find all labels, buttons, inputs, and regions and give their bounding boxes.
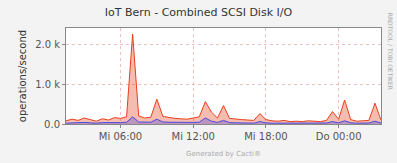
svg-text:IoT Bern - Combined SCSI Disk: IoT Bern - Combined SCSI Disk I/O	[105, 6, 293, 19]
svg-text:operations/second: operations/second	[17, 30, 28, 122]
svg-text:0.0: 0.0	[44, 119, 60, 130]
svg-text:Mi 12:00: Mi 12:00	[172, 131, 215, 142]
svg-text:Mi 18:00: Mi 18:00	[244, 131, 287, 142]
svg-text:Do 00:00: Do 00:00	[316, 131, 362, 142]
svg-text:2.0 k: 2.0 k	[35, 39, 60, 50]
svg-text:Mi 06:00: Mi 06:00	[99, 131, 142, 142]
svg-text:1.0 k: 1.0 k	[35, 79, 60, 90]
svg-text:Generated by Cacti®: Generated by Cacti®	[186, 150, 261, 158]
svg-text:RRDTOOL / TOBI OETIKER: RRDTOOL / TOBI OETIKER	[387, 13, 394, 90]
